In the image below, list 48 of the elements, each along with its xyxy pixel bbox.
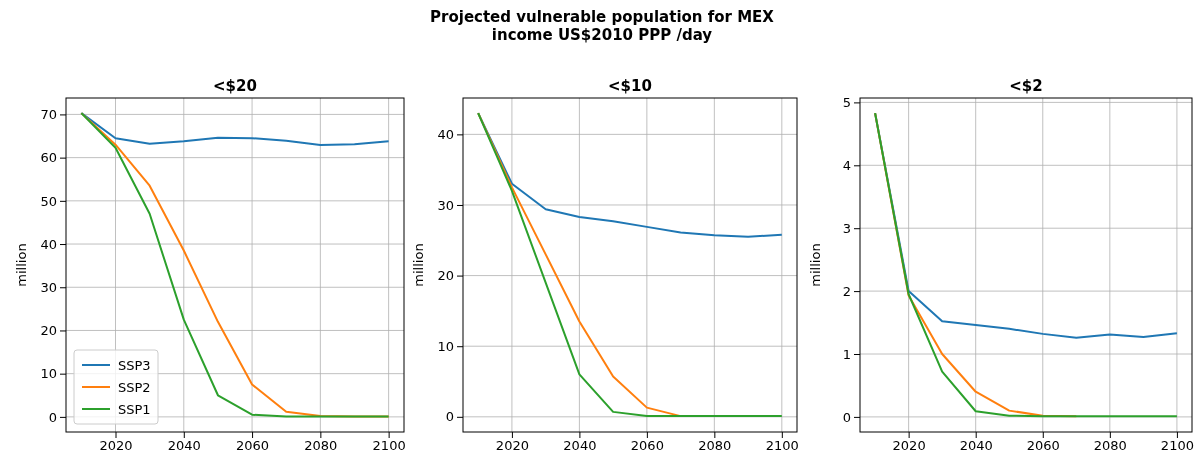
y-tick-label: 40 — [437, 127, 454, 143]
y-tick-label: 0 — [445, 409, 454, 425]
y-tick-label: 60 — [40, 150, 57, 166]
chart-title: <$2 — [1009, 77, 1043, 95]
x-tick-label: 2080 — [1093, 438, 1127, 454]
legend-label: SSP2 — [118, 380, 151, 395]
y-tick-label: 50 — [40, 193, 57, 209]
x-tick-label: 2080 — [698, 438, 732, 454]
x-tick-label: 2040 — [167, 438, 201, 454]
x-tick-label: 2100 — [372, 438, 406, 454]
y-tick-label: 30 — [437, 197, 454, 213]
legend-label: SSP1 — [118, 402, 151, 417]
x-tick-label: 2060 — [1026, 438, 1060, 454]
y-tick-label: 2 — [842, 283, 851, 299]
x-tick-label: 2020 — [892, 438, 926, 454]
x-tick-label: 2060 — [236, 438, 270, 454]
line-series — [477, 112, 783, 418]
y-tick-label: 0 — [48, 409, 57, 425]
y-axis-title: million — [808, 243, 823, 287]
y-axis-title: million — [411, 243, 426, 287]
y-tick-label: 0 — [842, 409, 851, 425]
y-tick-label: 10 — [437, 338, 454, 354]
line-series — [80, 112, 390, 147]
line-series — [874, 112, 1178, 418]
y-tick-label: 4 — [842, 157, 851, 173]
y-tick-label: 3 — [842, 220, 851, 236]
line-series — [80, 112, 390, 418]
y-tick-label: 20 — [437, 268, 454, 284]
x-tick-label: 2040 — [563, 438, 597, 454]
x-tick-label: 2080 — [304, 438, 338, 454]
chart-title: <$20 — [213, 77, 257, 95]
x-tick-label: 2100 — [1160, 438, 1194, 454]
y-tick-label: 20 — [40, 323, 57, 339]
chart-title: <$10 — [608, 77, 652, 95]
x-tick-label: 2020 — [99, 438, 133, 454]
x-tick-label: 2020 — [495, 438, 529, 454]
x-tick-label: 2040 — [959, 438, 993, 454]
legend-label: SSP3 — [118, 358, 151, 373]
y-axis-title: million — [14, 243, 29, 287]
x-tick-label: 2100 — [765, 438, 799, 454]
y-tick-label: 70 — [40, 107, 57, 123]
y-tick-label: 1 — [842, 346, 851, 362]
x-tick-label: 2060 — [630, 438, 664, 454]
y-tick-label: 40 — [40, 236, 57, 252]
y-tick-label: 5 — [842, 95, 851, 111]
y-tick-label: 30 — [40, 279, 57, 295]
chart-subtitle: Projected vulnerable population for MEX income US$2010 PPP /day — [430, 8, 775, 44]
y-tick-label: 10 — [40, 366, 57, 382]
